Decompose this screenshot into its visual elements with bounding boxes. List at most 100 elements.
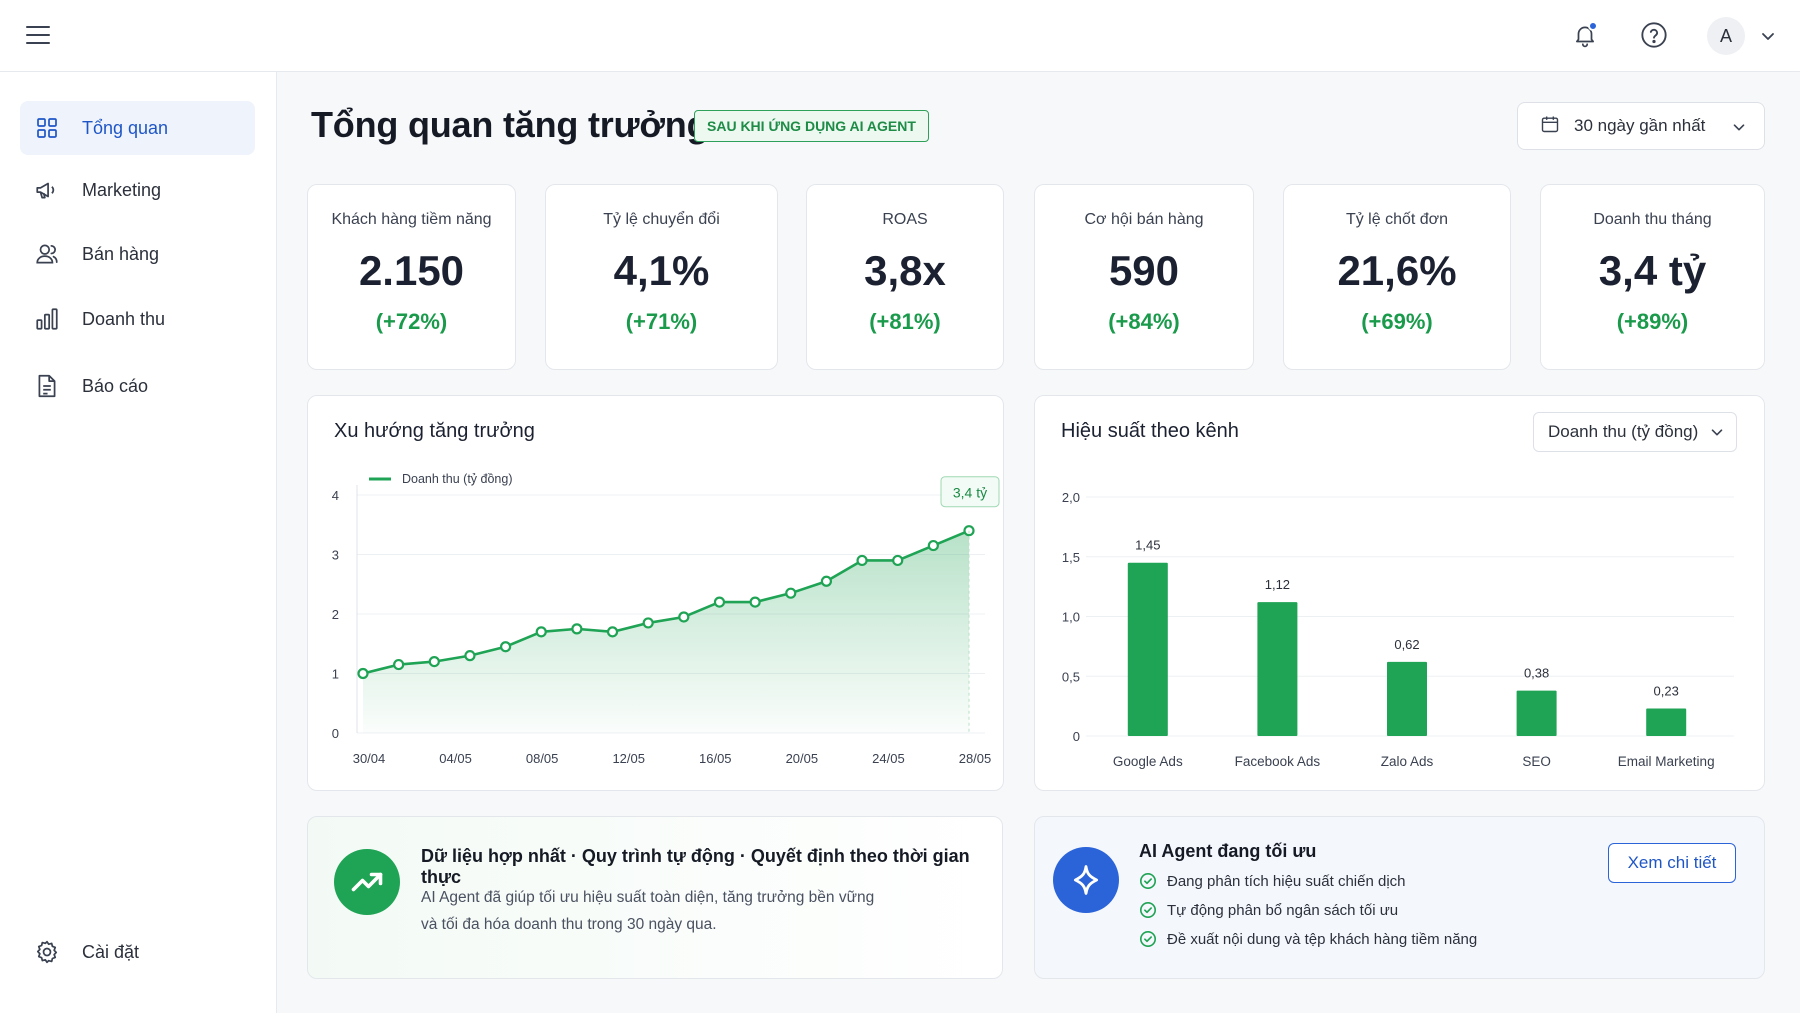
y-tick-label: 3	[332, 548, 339, 563]
kpi-delta: (+72%)	[375, 309, 448, 334]
data-banner-line-2: và tối đa hóa doanh thu trong 30 ngày qu…	[421, 916, 717, 933]
kpi-delta: (+71%)	[625, 309, 698, 334]
data-point	[820, 575, 833, 587]
kpi-label: Tỷ lệ chốt đơn	[1345, 211, 1449, 228]
x-tick-label: 24/05	[872, 751, 905, 766]
sidebar-item-marketing[interactable]: Marketing	[20, 163, 255, 217]
sparkle-icon	[1053, 847, 1119, 913]
data-point	[892, 554, 904, 567]
bar	[1516, 690, 1557, 736]
calendar-icon	[1540, 114, 1560, 139]
view-details-button[interactable]: Xem chi tiết	[1608, 843, 1736, 883]
data-point	[713, 596, 726, 608]
x-tick-label: 20/05	[786, 751, 819, 766]
date-range-select[interactable]: 30 ngày gần nhất	[1517, 102, 1765, 150]
legend-label: Doanh thu (tỷ đồng)	[402, 472, 513, 486]
kpi-label: Doanh thu tháng	[1593, 211, 1712, 228]
bar-value-label: 0,23	[1654, 684, 1679, 699]
kpi-card-conversion: Tỷ lệ chuyển đổi 4,1% (+71%)	[545, 184, 778, 370]
data-point	[393, 658, 405, 671]
data-point	[606, 626, 619, 638]
category-label: SEO	[1522, 754, 1551, 769]
data-point	[464, 650, 476, 662]
data-point	[785, 587, 797, 599]
bar-chart-icon	[34, 306, 60, 332]
check-circle-icon	[1139, 930, 1157, 948]
x-tick-label: 30/04	[353, 751, 386, 766]
trending-up-icon	[334, 849, 400, 915]
kpi-delta: (+81%)	[869, 309, 941, 334]
chevron-down-icon	[1708, 423, 1726, 446]
bar-value-label: 0,38	[1524, 666, 1549, 681]
y-tick-label: 1	[332, 667, 339, 682]
sidebar-item-cai-dat[interactable]: Cài đặt	[20, 925, 255, 979]
data-banner: Dữ liệu hợp nhất · Quy trình tự động · Q…	[307, 816, 1003, 979]
data-point	[428, 656, 440, 668]
agent-task-item: Đề xuất nội dung và tệp khách hàng tiềm …	[1139, 930, 1477, 948]
chevron-down-icon[interactable]	[1758, 26, 1778, 46]
sidebar: Tổng quan Marketing Bán hàng Doanh thu B…	[0, 72, 277, 1013]
sidebar-item-label: Bán hàng	[82, 243, 160, 264]
agent-task-item: Đang phân tích hiệu suất chiến dịch	[1139, 872, 1406, 890]
kpi-label: Tỷ lệ chuyển đổi	[603, 211, 720, 228]
series-line	[362, 529, 970, 675]
notification-dot	[1588, 21, 1598, 31]
sidebar-item-label: Marketing	[82, 179, 162, 200]
sidebar-item-ban-hang[interactable]: Bán hàng	[20, 227, 255, 281]
agent-task-label: Đang phân tích hiệu suất chiến dịch	[1167, 872, 1406, 890]
sidebar-item-bao-cao[interactable]: Báo cáo	[20, 359, 255, 413]
data-point	[535, 626, 547, 638]
kpi-delta: (+89%)	[1616, 309, 1689, 334]
data-point	[499, 641, 512, 653]
sidebar-item-tong-quan[interactable]: Tổng quan	[20, 101, 255, 155]
y-tick-label: 0	[332, 726, 339, 741]
bar	[1646, 708, 1687, 736]
y-tick-label: 1,5	[1062, 550, 1080, 565]
data-point	[571, 623, 583, 635]
users-icon	[34, 241, 60, 267]
channel-bar-chart: 0 0,5 1,0 1,5 2,0 1,45 Google Ads 1,12 Facebook …	[1062, 490, 1734, 769]
metric-select-label: Doanh thu (tỷ đồng)	[1548, 422, 1699, 441]
kpi-value: 21,6%	[1337, 247, 1457, 294]
kpi-value: 3,8x	[864, 247, 946, 294]
category-label: Email Marketing	[1618, 754, 1715, 769]
bell-icon[interactable]	[1568, 18, 1602, 52]
y-tick-label: 0	[1073, 729, 1080, 744]
bar-value-label: 1,12	[1265, 577, 1290, 592]
kpi-value: 4,1%	[613, 247, 710, 294]
document-icon	[34, 373, 60, 399]
y-tick-label: 2,0	[1062, 490, 1080, 505]
data-point	[749, 596, 761, 608]
ai-agent-title: AI Agent đang tối ưu	[1139, 841, 1317, 861]
ai-agent-banner: AI Agent đang tối ưu Đang phân tích hiệu…	[1034, 816, 1765, 979]
settings-label: Cài đặt	[82, 941, 140, 962]
sidebar-item-label: Báo cáo	[82, 375, 149, 396]
kpi-value: 590	[1108, 247, 1180, 294]
kpi-value: 3,4 tỷ	[1598, 247, 1707, 294]
hamburger-icon[interactable]	[26, 26, 50, 46]
kpi-card-close-rate: Tỷ lệ chốt đơn 21,6% (+69%)	[1283, 184, 1511, 370]
data-point	[927, 539, 939, 552]
channel-panel-title: Hiệu suất theo kênh	[1061, 420, 1239, 442]
y-tick-label: 0,5	[1062, 669, 1080, 684]
ai-agent-badge: SAU KHI ỨNG DỤNG AI AGENT	[694, 110, 929, 142]
metric-select[interactable]: Doanh thu (tỷ đồng)	[1533, 412, 1737, 452]
avatar[interactable]: A	[1707, 17, 1745, 55]
kpi-delta: (+69%)	[1361, 309, 1433, 334]
category-label: Facebook Ads	[1235, 754, 1321, 769]
x-tick-label: 28/05	[959, 751, 992, 766]
y-tick-label: 2	[332, 607, 339, 622]
data-point	[856, 554, 868, 567]
kpi-card-monthly-revenue: Doanh thu tháng 3,4 tỷ (+89%)	[1540, 184, 1765, 370]
data-point	[642, 617, 654, 629]
sidebar-item-doanh-thu[interactable]: Doanh thu	[20, 292, 255, 346]
grid-icon	[34, 115, 60, 141]
date-range-label: 30 ngày gần nhất	[1574, 116, 1706, 135]
trend-line-chart: 0 1 2 3 4 30/04 04/05 08/05 12/05 16/05 20/05 24/05…	[332, 472, 1000, 766]
x-tick-label: 08/05	[526, 751, 559, 766]
check-circle-icon	[1139, 901, 1157, 919]
category-label: Google Ads	[1113, 754, 1183, 769]
x-tick-label: 04/05	[439, 751, 472, 766]
help-circle-icon[interactable]	[1637, 18, 1671, 52]
x-tick-label: 12/05	[612, 751, 645, 766]
